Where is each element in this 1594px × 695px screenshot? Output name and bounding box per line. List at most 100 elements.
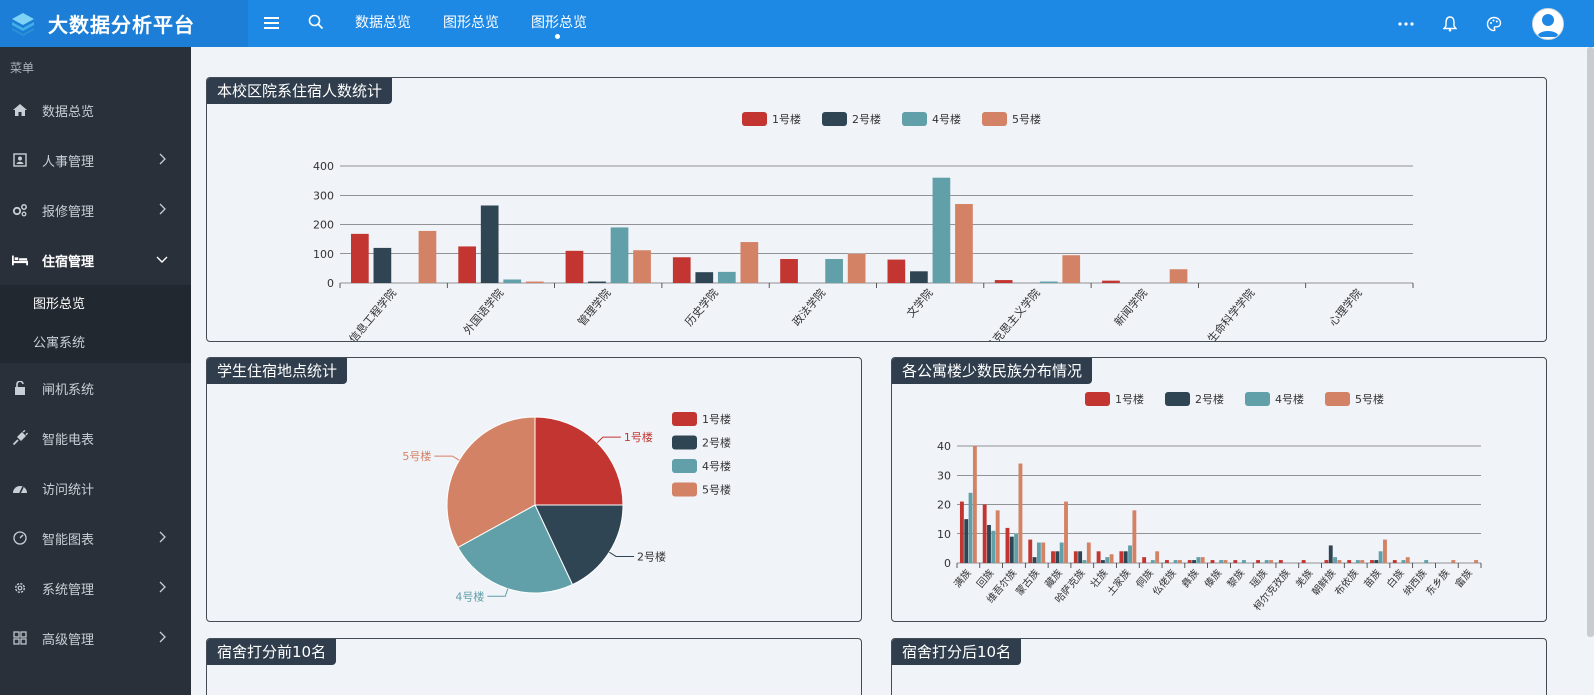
sidebar-item-label: 访问统计 — [42, 482, 95, 498]
contact-card-icon — [12, 152, 28, 168]
sidebar-item-repair[interactable]: 报修管理 — [0, 185, 191, 235]
bar — [1119, 551, 1124, 563]
bar — [1192, 560, 1196, 563]
bar — [972, 446, 977, 563]
bed-icon — [12, 252, 28, 268]
bar — [1374, 560, 1379, 563]
panel-title: 各公寓楼少数民族分布情况 — [892, 358, 1093, 384]
panel-title: 宿舍打分后10名 — [892, 639, 1022, 665]
bar — [1059, 542, 1064, 563]
sidebar-caption: 菜单 — [10, 61, 35, 75]
bar — [1109, 554, 1114, 563]
x-tick-label: 畲族 — [1452, 567, 1475, 591]
x-tick-label: 东乡族 — [1423, 567, 1452, 598]
top-tab-data-overview[interactable]: 数据总览 — [355, 15, 411, 31]
legend-label: 1号楼 — [702, 412, 731, 426]
legend-label: 5号楼 — [1355, 392, 1384, 406]
plug-icon — [12, 430, 28, 446]
y-tick-label: 100 — [313, 248, 334, 261]
top-tab-graph-overview[interactable]: 图形总览 — [443, 15, 499, 31]
panel-title: 学生住宿地点统计 — [207, 358, 348, 384]
sidebar-item-label: 人事管理 — [42, 154, 95, 170]
sidebar-item-label: 闸机系统 — [42, 382, 95, 398]
legend-label: 5号楼 — [702, 483, 731, 497]
x-tick-label: 藏族 — [1042, 567, 1065, 591]
brand[interactable]: 大数据分析平台 — [0, 0, 248, 47]
top-bar: 大数据分析平台 数据总览 图形总览 图形总览 — [0, 0, 1594, 47]
legend-label: 2号楼 — [1195, 392, 1224, 406]
y-tick-label: 30 — [937, 469, 951, 482]
sidebar-item-system-admin[interactable]: 系统管理 — [0, 563, 191, 613]
bar — [780, 259, 798, 283]
bar — [1187, 560, 1192, 563]
panel-title: 宿舍打分前10名 — [207, 639, 337, 665]
bar — [633, 250, 651, 283]
sidebar-item-accommodation[interactable]: 住宿管理 — [0, 235, 191, 285]
gear-icon — [12, 580, 28, 596]
sidebar-subitem-apartment-system[interactable]: 公寓系统 — [33, 336, 86, 351]
menu-toggle-icon[interactable] — [262, 13, 282, 33]
pie-slice — [534, 416, 624, 506]
chevron-right-icon — [159, 531, 166, 543]
x-tick-label: 壮族 — [1088, 567, 1111, 591]
panel-accommodation-location: 学生住宿地点统计 1号楼 2号楼 4号楼 5号楼 1号楼 2号楼 4号楼 5号楼 — [206, 357, 862, 622]
bar — [1169, 269, 1188, 283]
dept-accommodation-chart: 1号楼 2号楼 4号楼 5号楼 0 100 200 300 400 信息工程学院 外国语学院 管理学院… — [313, 112, 1414, 341]
sidebar-item-data-overview[interactable]: 数据总览 — [0, 85, 191, 135]
legend-swatch — [902, 112, 927, 126]
bar — [588, 281, 606, 283]
bar — [955, 204, 973, 283]
bar — [1392, 560, 1397, 563]
bar — [964, 519, 969, 563]
y-tick-label: 0 — [327, 277, 334, 290]
x-tick-label: 生命科学学院 — [1204, 286, 1257, 341]
bar — [1383, 539, 1387, 563]
page-scrollbar[interactable] — [1587, 47, 1594, 637]
sidebar-item-visit-stats[interactable]: 访问统计 — [0, 463, 191, 513]
panel-title: 本校区院系住宿人数统计 — [207, 78, 393, 104]
bar — [1041, 542, 1046, 563]
sidebar-item-advanced-admin[interactable]: 高级管理 — [0, 613, 191, 663]
palette-icon[interactable] — [1484, 14, 1504, 34]
pie-label: 4号楼 — [455, 589, 484, 603]
chevron-right-icon — [159, 631, 166, 643]
bar — [1370, 560, 1374, 563]
bar — [1036, 542, 1041, 563]
bar — [1082, 560, 1087, 563]
legend-swatch — [672, 412, 697, 426]
sidebar-item-hr[interactable]: 人事管理 — [0, 135, 191, 185]
search-icon[interactable] — [306, 12, 326, 32]
panel-dept-accommodation: 本校区院系住宿人数统计 1号楼 2号楼 4号楼 5号楼 0 100 200 300 400 信息工… — [206, 77, 1547, 342]
bar — [1062, 255, 1081, 283]
x-tick-label: 瑶族 — [1247, 567, 1270, 591]
more-icon[interactable] — [1396, 14, 1416, 34]
legend-swatch — [1325, 392, 1350, 406]
bar — [1264, 560, 1269, 563]
bar — [525, 281, 544, 283]
bar — [1105, 557, 1110, 563]
sidebar-item-smart-charts[interactable]: 智能图表 — [0, 513, 191, 563]
bar — [717, 271, 736, 283]
bar — [932, 177, 951, 283]
x-tick-label: 羌族 — [1293, 567, 1316, 591]
pie-label: 5号楼 — [402, 449, 431, 463]
user-avatar-icon[interactable] — [1532, 7, 1564, 40]
legend-label: 1号楼 — [1115, 392, 1144, 406]
bar — [991, 530, 996, 563]
bar — [910, 271, 928, 283]
bell-icon[interactable] — [1440, 14, 1460, 34]
sidebar-subitem-graph-overview[interactable]: 图形总览 — [33, 297, 86, 312]
dashboard-icon — [12, 480, 28, 496]
bar — [1355, 560, 1360, 563]
bar — [1378, 551, 1383, 563]
bar — [1039, 281, 1058, 283]
bar — [695, 272, 714, 283]
sidebar-item-smart-meter[interactable]: 智能电表 — [0, 413, 191, 463]
bar — [1424, 560, 1429, 563]
sidebar-item-gate-system[interactable]: 闸机系统 — [0, 363, 191, 413]
bar — [1328, 545, 1333, 563]
bar — [480, 205, 499, 283]
bar — [1014, 533, 1019, 563]
top-tab-graph-overview-active[interactable]: 图形总览 — [521, 0, 603, 47]
